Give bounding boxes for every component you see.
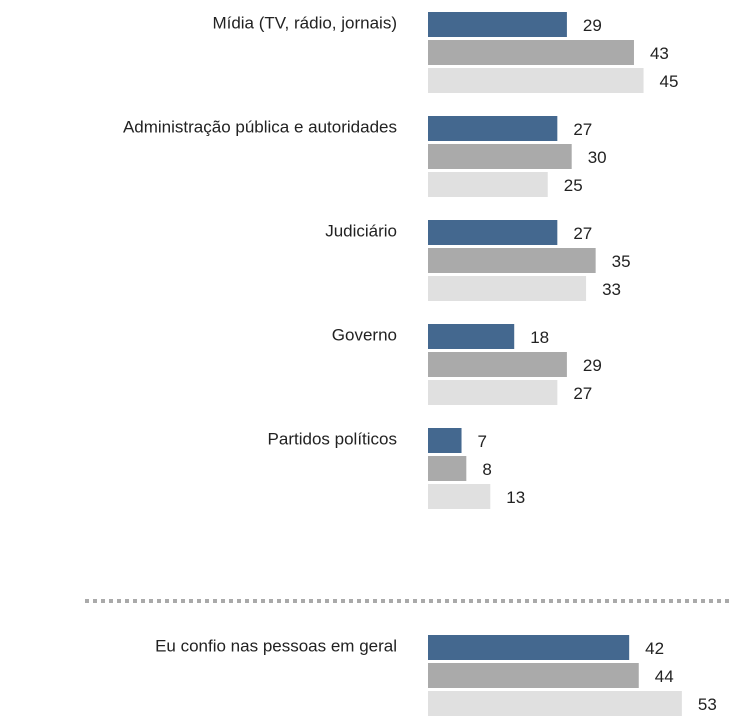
value-label: 7 — [478, 432, 487, 451]
value-label: 18 — [530, 328, 549, 347]
value-label: 27 — [573, 224, 592, 243]
bar — [428, 663, 639, 688]
category-label: Governo — [332, 325, 397, 344]
bar — [428, 324, 515, 349]
category-label: Administração pública e autoridades — [123, 117, 397, 136]
value-label: 8 — [482, 460, 491, 479]
bar — [428, 116, 558, 141]
value-label: 29 — [583, 356, 602, 375]
bar — [428, 484, 491, 509]
value-label: 42 — [645, 639, 664, 658]
category-label: Eu confio nas pessoas em geral — [155, 636, 397, 655]
value-label: 25 — [564, 176, 583, 195]
bar — [428, 352, 567, 377]
bar — [428, 40, 634, 65]
value-label: 13 — [506, 488, 525, 507]
bar — [428, 248, 596, 273]
bar — [428, 691, 682, 716]
bar — [428, 635, 630, 660]
value-label: 27 — [573, 120, 592, 139]
value-label: 27 — [573, 384, 592, 403]
value-label: 35 — [612, 252, 631, 271]
value-label: 44 — [655, 667, 674, 686]
bar — [428, 12, 567, 37]
bar — [428, 456, 467, 481]
bar — [428, 68, 644, 93]
bar — [428, 276, 587, 301]
bar — [428, 428, 462, 453]
value-label: 45 — [660, 72, 679, 91]
value-label: 30 — [588, 148, 607, 167]
bar — [428, 144, 572, 169]
bar — [428, 220, 558, 245]
value-label: 53 — [698, 695, 717, 714]
category-label: Judiciário — [325, 221, 397, 240]
bar — [428, 380, 558, 405]
value-label: 43 — [650, 44, 669, 63]
category-label: Mídia (TV, rádio, jornais) — [212, 13, 397, 32]
value-label: 33 — [602, 280, 621, 299]
value-label: 29 — [583, 16, 602, 35]
bar — [428, 172, 548, 197]
category-label: Partidos políticos — [268, 429, 397, 448]
